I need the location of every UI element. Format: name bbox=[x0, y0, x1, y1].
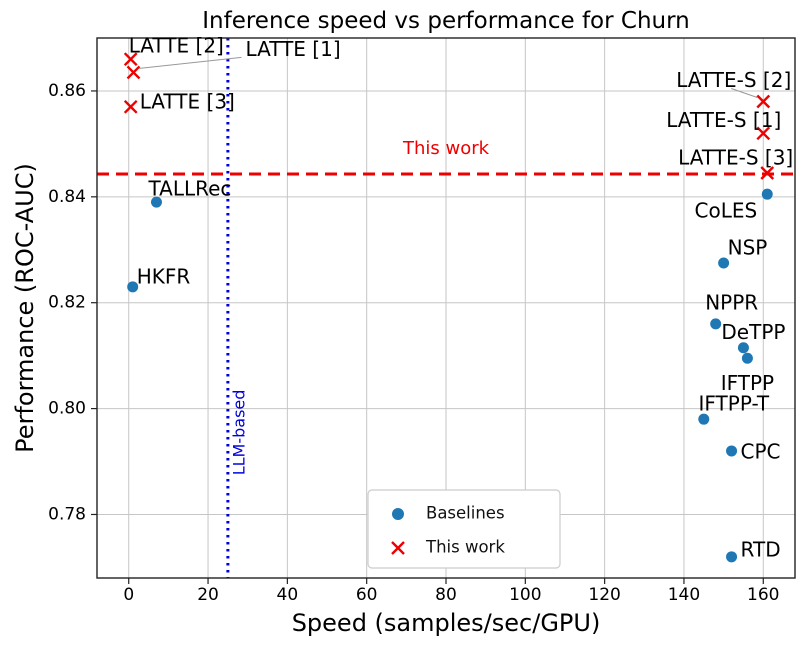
data-point-detpp bbox=[737, 342, 749, 354]
data-point-cpc bbox=[726, 445, 738, 457]
annotation-leader-line bbox=[139, 56, 242, 69]
y-tick-label: 0.82 bbox=[48, 293, 86, 313]
data-point-iftpp-t bbox=[698, 413, 710, 425]
x-tick-label: 80 bbox=[435, 585, 457, 605]
data-point-latte-s-3 bbox=[760, 166, 775, 180]
point-label-latte-s-2: LATTE-S [2] bbox=[676, 68, 791, 92]
data-point-tallrec bbox=[150, 196, 162, 208]
y-tick-label: 0.84 bbox=[48, 187, 86, 207]
legend-label-this-work: This work bbox=[425, 538, 505, 557]
x-tick-label: 160 bbox=[747, 585, 779, 605]
this-work-threshold-label: This work bbox=[402, 138, 490, 159]
point-label-hkfr: HKFR bbox=[137, 264, 191, 288]
llm-divider-label: LLM-based bbox=[229, 390, 248, 476]
point-label-latte-2: LATTE [2] bbox=[129, 34, 224, 58]
data-point-latte-2 bbox=[123, 52, 138, 67]
data-point-hkfr bbox=[127, 281, 139, 293]
legend-label-baselines: Baselines bbox=[426, 504, 505, 523]
legend-marker-baselines bbox=[392, 508, 404, 520]
y-tick-label: 0.78 bbox=[48, 504, 86, 524]
point-label-iftpp: IFTPP bbox=[721, 371, 774, 395]
legend-marker-this-work bbox=[391, 541, 405, 555]
data-point-rtd bbox=[726, 551, 738, 563]
legend-box bbox=[367, 489, 561, 569]
point-label-nsp: NSP bbox=[728, 236, 768, 260]
x-tick-label: 100 bbox=[509, 585, 541, 605]
x-axis-label: Speed (samples/sec/GPU) bbox=[291, 609, 601, 637]
data-point-nsp bbox=[718, 257, 730, 269]
point-label-nppr: NPPR bbox=[705, 290, 758, 314]
data-point-coles bbox=[761, 188, 773, 200]
data-point-nppr bbox=[710, 318, 722, 330]
x-tick-label: 140 bbox=[668, 585, 700, 605]
data-point-latte-3 bbox=[123, 99, 138, 114]
point-label-coles: CoLES bbox=[695, 199, 758, 223]
data-point-latte-s-2 bbox=[756, 94, 771, 109]
x-tick-label: 40 bbox=[277, 585, 299, 605]
x-tick-label: 60 bbox=[356, 585, 378, 605]
x-tick-label: 20 bbox=[197, 585, 219, 605]
point-label-tallrec: TALLRec bbox=[147, 177, 231, 201]
point-label-detpp: DeTPP bbox=[721, 320, 785, 344]
x-tick-label: 120 bbox=[588, 585, 620, 605]
point-label-latte-1: LATTE [1] bbox=[245, 37, 340, 61]
x-tick-label: 0 bbox=[123, 585, 134, 605]
point-label-latte-3: LATTE [3] bbox=[140, 89, 235, 113]
y-axis-label: Performance (ROC-AUC) bbox=[11, 163, 39, 453]
point-label-latte-s-3: LATTE-S [3] bbox=[678, 146, 793, 170]
data-point-iftpp bbox=[741, 352, 753, 364]
chart-title: Inference speed vs performance for Churn bbox=[202, 8, 690, 34]
point-label-iftpp-t: IFTPP-T bbox=[699, 392, 770, 416]
data-point-latte-s-1 bbox=[756, 126, 771, 141]
point-label-rtd: RTD bbox=[741, 537, 781, 561]
point-label-latte-s-1: LATTE-S [1] bbox=[666, 108, 781, 132]
point-label-cpc: CPC bbox=[741, 439, 781, 463]
y-tick-label: 0.86 bbox=[48, 81, 86, 101]
data-point-latte-1 bbox=[126, 65, 141, 80]
annotation-leader-line bbox=[731, 88, 758, 99]
y-tick-label: 0.80 bbox=[48, 399, 86, 419]
